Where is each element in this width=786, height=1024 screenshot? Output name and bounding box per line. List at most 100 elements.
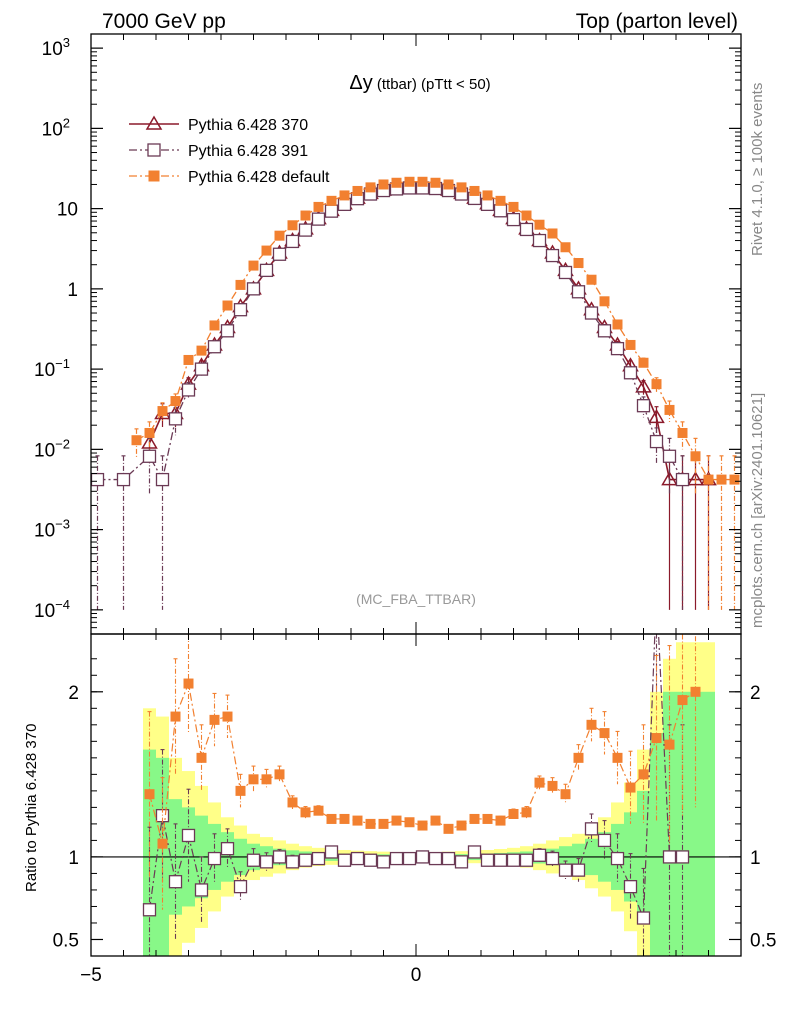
data-point: [259, 263, 274, 278]
band-green-bin: [676, 691, 689, 956]
y-tick-exp: −3: [55, 517, 70, 532]
legend-entry-default: Pythia 6.428 default: [129, 169, 330, 186]
ratio-point: [144, 789, 155, 800]
ratio-point: [170, 711, 181, 722]
ratio-point: [157, 838, 168, 849]
legend-label-370: Pythia 6.428 370: [188, 117, 308, 134]
data-point: [311, 212, 326, 226]
plot-title: Δy (ttbar) (pTtt < 50): [349, 72, 490, 94]
data-point: [324, 204, 339, 218]
ratio-point: [326, 813, 337, 824]
ratio-point: [545, 851, 560, 866]
data-point: [469, 185, 480, 196]
data-point: [612, 319, 623, 330]
plot-title-sub: (ttbar) (pTtt < 50): [373, 76, 491, 93]
ratio-point: [560, 789, 571, 800]
y-tick-label: 102: [42, 115, 70, 140]
ratio-y-tick-label: 0.5: [53, 930, 79, 951]
y-tick-exp: 3: [63, 35, 70, 50]
ratio-point: [313, 805, 324, 816]
ratio-point: [142, 903, 157, 917]
ratio-point: [391, 815, 402, 826]
ratio-point: [493, 853, 508, 867]
data-point: [352, 185, 363, 196]
ratio-point: [662, 850, 677, 864]
ratio-point: [402, 851, 417, 866]
y-tick-base: 10: [42, 39, 63, 60]
ratio-y-tick-label: 2: [68, 683, 79, 704]
data-point: [558, 265, 573, 280]
data-point: [157, 406, 168, 417]
ratio-point: [363, 853, 378, 867]
data-point: [677, 427, 688, 438]
ratio-point: [207, 851, 222, 866]
ratio-point: [482, 813, 493, 824]
ratio-point: [467, 845, 482, 859]
data-point: [183, 354, 194, 365]
data-point: [141, 434, 158, 449]
ratio-point: [300, 807, 311, 818]
ratio-point: [690, 686, 701, 697]
y-tick-base: 10: [34, 601, 55, 622]
ratio-point: [287, 797, 298, 808]
ratio-point: [168, 875, 183, 889]
analysis-tag: (MC_FBA_TTBAR): [356, 591, 476, 607]
ratio-point: [599, 728, 610, 739]
data-point: [495, 195, 506, 206]
data-point: [365, 182, 376, 193]
ratio-point: [183, 678, 194, 689]
ratio-point: [404, 817, 415, 828]
x-tick-label: 0: [411, 965, 422, 986]
ratio-point: [571, 863, 586, 877]
header-left-label: 7000 GeV pp: [102, 10, 226, 33]
band-green-bin: [650, 733, 663, 956]
ratio-point: [586, 719, 597, 730]
data-point: [285, 234, 300, 249]
ratio-point: [636, 911, 651, 925]
y-tick-label: 10: [57, 200, 78, 221]
data-point: [207, 340, 222, 354]
data-point: [675, 472, 690, 487]
ratio-point: [532, 848, 547, 862]
data-point: [649, 434, 664, 449]
data-point: [233, 303, 248, 317]
data-point: [521, 210, 532, 221]
rivet-label: Rivet 4.1.0, ≥ 100k events: [749, 83, 766, 256]
data-point: [664, 404, 675, 415]
y-tick-label: 10−3: [34, 517, 70, 542]
ratio-point: [495, 815, 506, 826]
ratio-point: [417, 820, 428, 831]
ratio-point: [625, 782, 636, 793]
ratio-point: [508, 808, 519, 819]
ratio-point: [534, 777, 545, 788]
data-point: [378, 179, 389, 190]
data-point: [261, 245, 272, 256]
data-point: [547, 228, 558, 239]
data-point: [690, 451, 701, 462]
ratio-point: [220, 842, 235, 856]
y-tick-label: 10−4: [34, 597, 70, 622]
legend-label-391: Pythia 6.428 391: [188, 143, 308, 160]
data-point: [326, 195, 337, 206]
ratio-point: [365, 818, 376, 829]
data-point: [443, 179, 454, 190]
ratio-point: [430, 815, 441, 826]
ratio-point: [352, 815, 363, 826]
ratio-point: [272, 850, 287, 864]
data-point: [248, 260, 259, 271]
data-point: [635, 378, 652, 393]
data-point: [194, 362, 209, 376]
ratio-point: [664, 739, 675, 750]
data-point: [625, 339, 636, 350]
data-point: [272, 247, 287, 261]
data-point: [648, 408, 665, 424]
ratio-point: [675, 850, 690, 864]
y-tick-base: 10: [42, 119, 63, 140]
main-plot-series: [91, 176, 740, 610]
ratio-point: [261, 774, 272, 785]
data-point: [430, 177, 441, 188]
ratio-y-tick-label-right: 0.5: [750, 930, 776, 951]
y-tick-exp: −4: [55, 597, 70, 612]
y-tick-exp: 2: [63, 115, 70, 130]
